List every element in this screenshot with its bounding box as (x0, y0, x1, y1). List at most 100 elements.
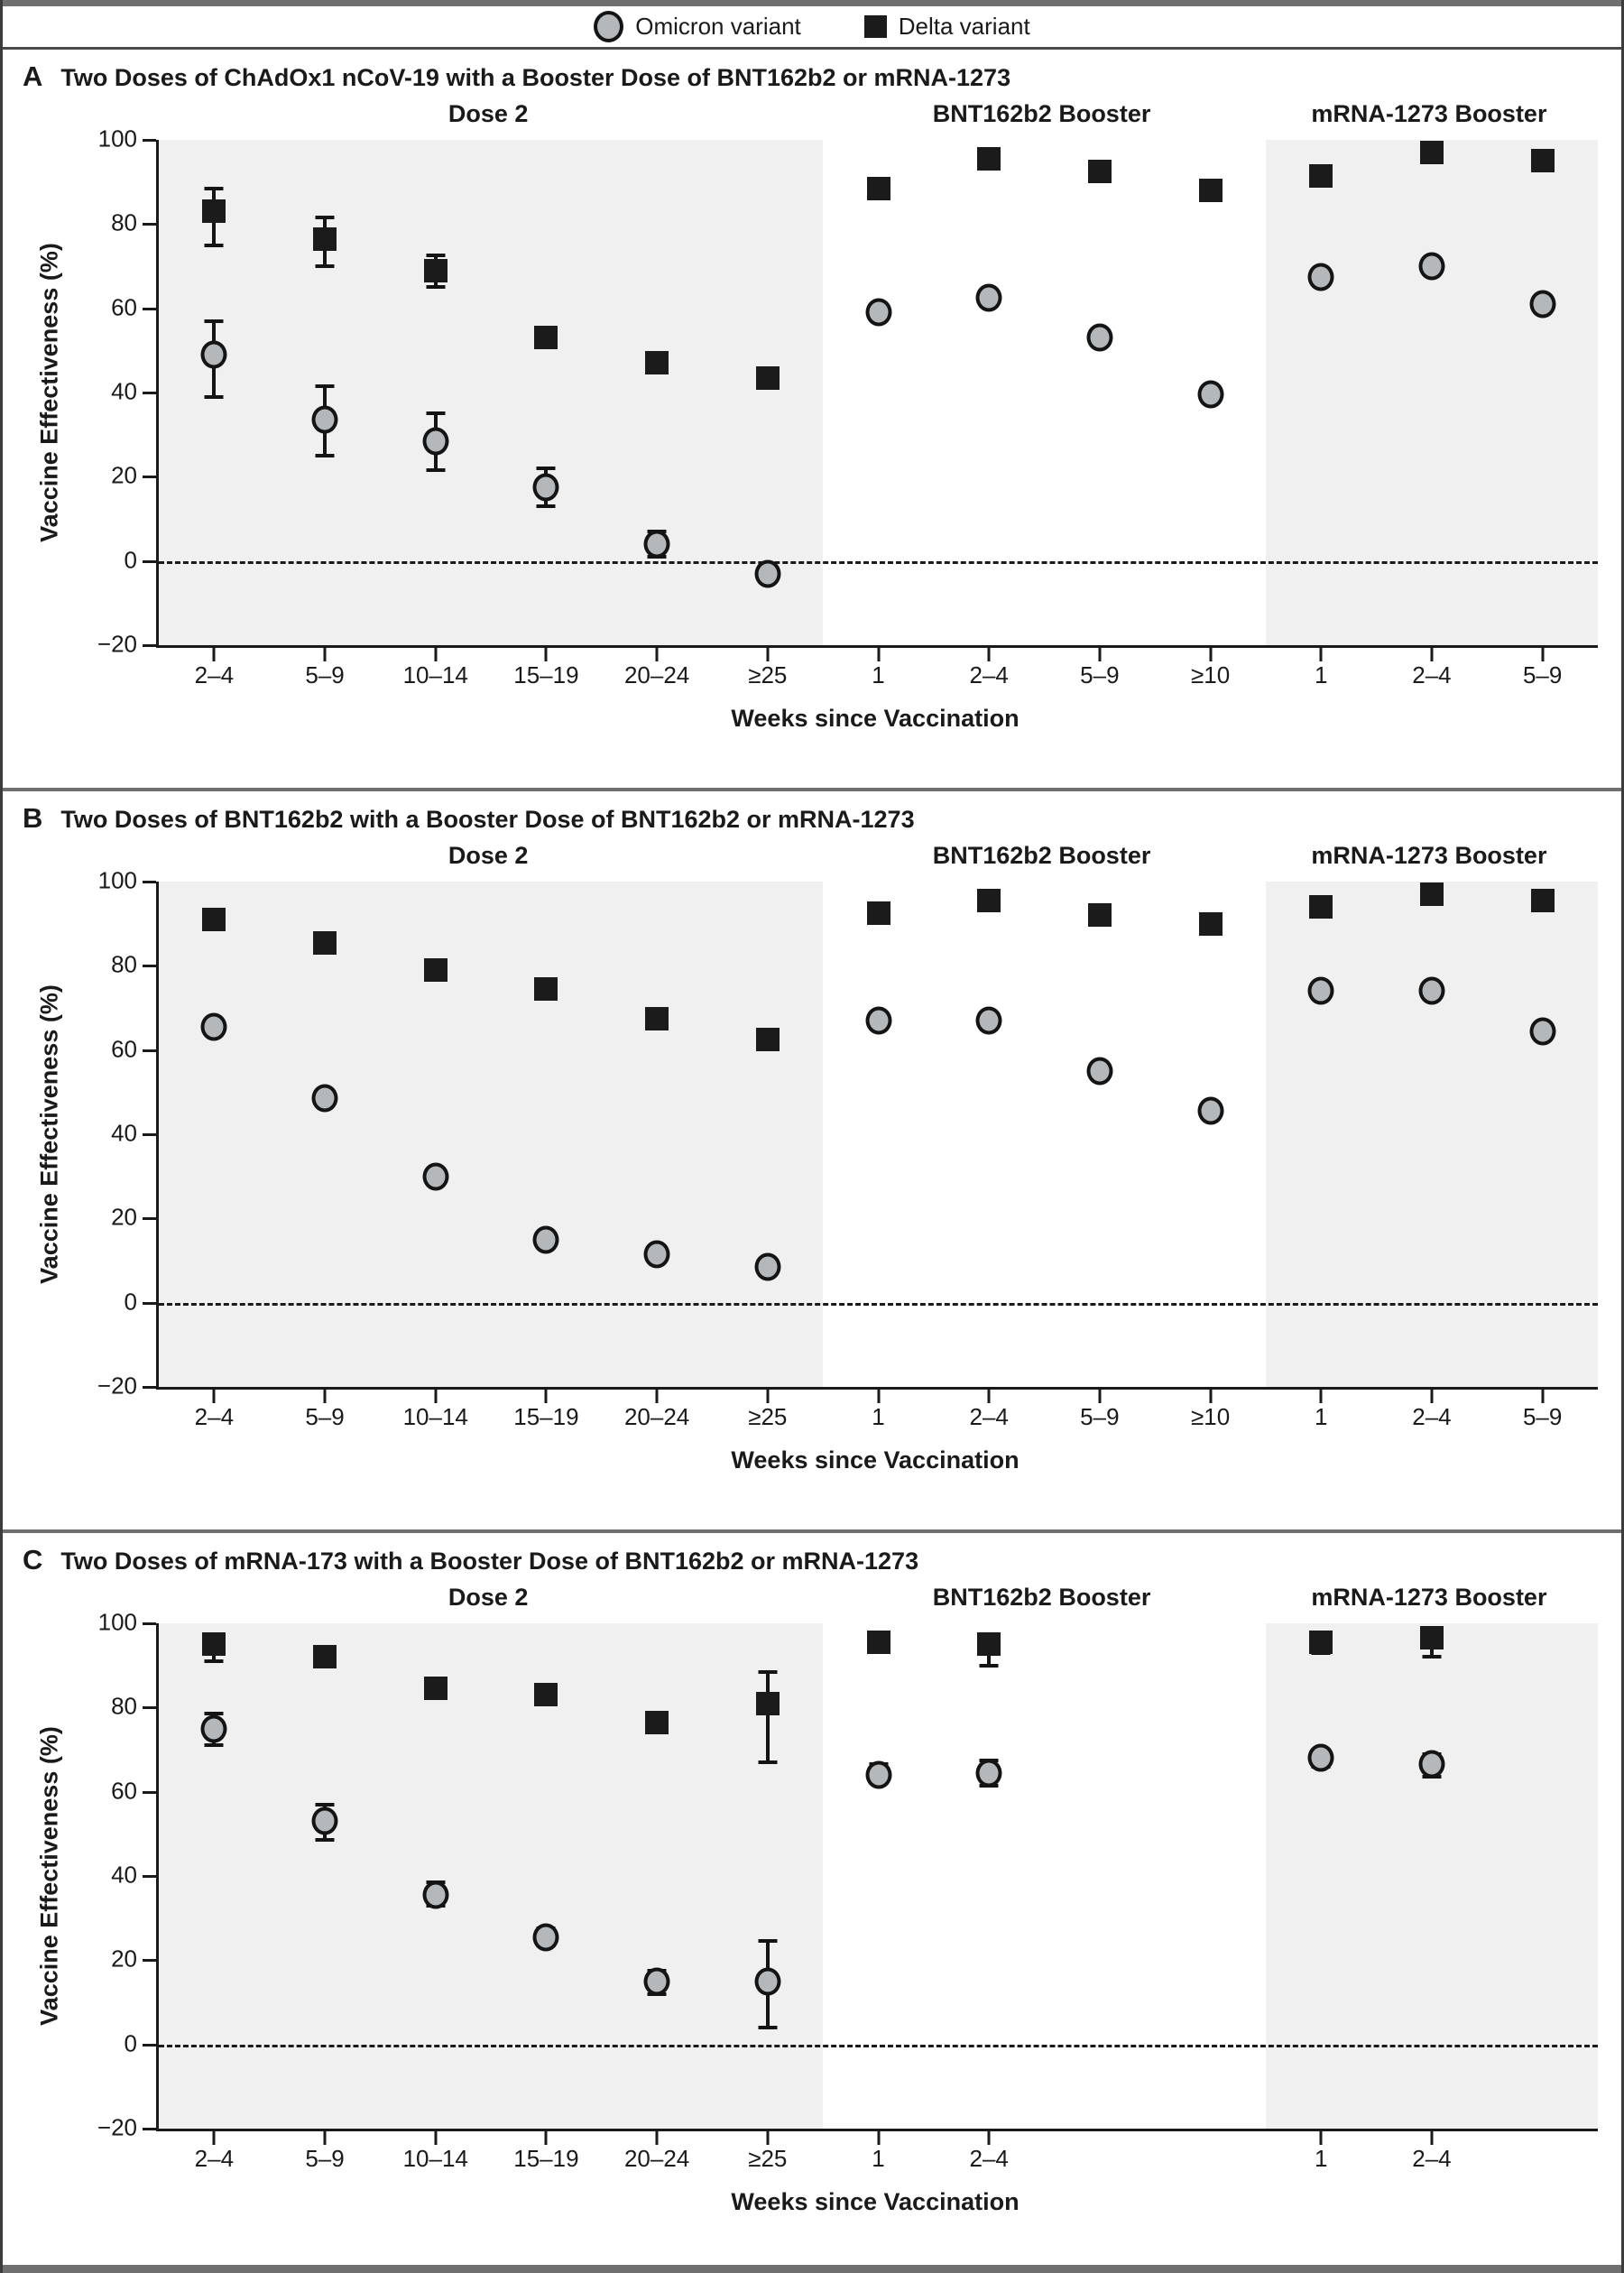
panel-c-plot: 100 80 60 40 20 0 −20 2–4 5–9 10–14 15–19 20–24 ≥25 1… (97, 1608, 1598, 2172)
x-tick-label: ≥25 (748, 661, 788, 688)
delta-point (645, 351, 669, 375)
y-tick-label: 0 (124, 545, 137, 573)
x-tick-label: 5–9 (305, 661, 345, 688)
omicron-point (1418, 976, 1445, 1005)
error-bar-cap (1422, 1655, 1442, 1659)
x-tick-label: 2–4 (1412, 2145, 1452, 2172)
delta-point (1087, 903, 1112, 928)
panel-a-title: A Two Doses of ChAdOx1 nCoV-19 with a Boo… (23, 60, 1011, 92)
omicron-point (532, 1923, 559, 1952)
y-tick (143, 476, 156, 479)
y-tick (143, 1959, 156, 1963)
omicron-point (532, 473, 559, 502)
y-tick-label: 60 (111, 292, 137, 320)
delta-point (645, 1710, 669, 1734)
delta-point (1309, 163, 1333, 188)
delta-point (866, 176, 890, 200)
delta-point (866, 1631, 890, 1654)
y-tick-label: 100 (97, 125, 137, 152)
section-header-dose2: Dose 2 (448, 100, 529, 127)
x-tick (1430, 648, 1434, 661)
x-tick-label: 10–14 (402, 1403, 468, 1430)
delta-point (1198, 911, 1223, 936)
y-tick (143, 223, 156, 226)
y-tick-label: 60 (111, 1034, 137, 1062)
x-tick (323, 648, 327, 661)
error-bar-cap (758, 2026, 778, 2029)
omicron-point (1086, 323, 1113, 352)
delta-point (1530, 889, 1555, 912)
y-tick-label: 40 (111, 1861, 137, 1889)
section-header-dose2: Dose 2 (448, 1584, 529, 1611)
section-shading (1265, 1623, 1598, 2129)
x-tick-label: ≥10 (1190, 1403, 1231, 1430)
x-tick (1209, 1390, 1213, 1403)
delta-point (977, 889, 1001, 912)
x-tick (987, 2131, 991, 2145)
x-tick (212, 2131, 216, 2145)
y-tick-label: 0 (124, 1287, 137, 1315)
y-tick (143, 644, 156, 647)
delta-point (1198, 179, 1223, 202)
y-tick (143, 307, 156, 310)
x-tick (212, 648, 216, 661)
top-border-bar (3, 0, 1621, 6)
error-bar-cap (204, 186, 224, 190)
y-tick-label: 80 (111, 208, 137, 236)
y-tick-label: 20 (111, 461, 137, 489)
x-tick-label: 15–19 (513, 1403, 579, 1430)
y-tick-label: −20 (97, 1372, 137, 1400)
y-tick (143, 965, 156, 968)
x-tick-label: 1 (1315, 2145, 1328, 2172)
y-tick-label: 100 (97, 866, 137, 894)
error-bar-cap (758, 1669, 778, 1674)
x-tick (1541, 648, 1545, 661)
omicron-point (1529, 1017, 1556, 1046)
omicron-point (200, 1012, 227, 1041)
x-tick (1430, 2131, 1434, 2145)
x-tick-label: 20–24 (623, 2145, 690, 2172)
y-axis-title: Vaccine Effectiveness (%) (35, 1726, 63, 2026)
y-axis-title: Vaccine Effectiveness (%) (35, 243, 63, 542)
x-tick (1319, 648, 1323, 661)
y-tick (143, 1049, 156, 1052)
x-tick-label: ≥25 (748, 1403, 788, 1430)
section-header-bnt-booster: BNT162b2 Booster (932, 1584, 1151, 1611)
y-tick (143, 1301, 156, 1305)
omicron-point (754, 1252, 781, 1281)
delta-point (866, 901, 890, 925)
delta-point (202, 908, 226, 931)
panel-separator (3, 1529, 1621, 1533)
omicron-point (311, 405, 338, 434)
delta-point (755, 365, 780, 390)
y-tick (143, 1622, 156, 1625)
error-bar-cap (315, 264, 335, 268)
x-tick (766, 648, 770, 661)
delta-point (534, 326, 558, 350)
omicron-point (975, 283, 1002, 312)
x-tick-label: ≥10 (1190, 661, 1231, 688)
delta-point (977, 1632, 1001, 1657)
y-tick (143, 559, 156, 563)
delta-point (1309, 1631, 1333, 1654)
section-header-mrna-booster: mRNA-1273 Booster (1311, 842, 1547, 869)
omicron-point (1197, 380, 1224, 409)
omicron-point (422, 1162, 449, 1191)
omicron-point (1307, 263, 1334, 291)
omicron-point (1307, 1743, 1334, 1772)
omicron-point (200, 1714, 227, 1743)
delta-point (313, 1645, 337, 1669)
section-header-bnt-booster: BNT162b2 Booster (932, 100, 1151, 127)
y-tick-label: −20 (97, 630, 137, 658)
panel-a-plot: 100 80 60 40 20 0 −20 2–4 5–9 10–14 15–19 20–24 ≥25 1… (97, 125, 1598, 688)
zero-reference-line (159, 2044, 1598, 2047)
x-tick-label: 15–19 (513, 661, 579, 688)
error-bar-cap (979, 1663, 999, 1668)
omicron-point (754, 1967, 781, 1996)
y-tick-label: −20 (97, 2113, 137, 2141)
delta-point (423, 1677, 448, 1701)
omicron-point (643, 1240, 670, 1269)
delta-point (202, 199, 226, 224)
x-tick-label: 10–14 (402, 661, 468, 688)
x-tick-label: 2–4 (194, 1403, 235, 1430)
